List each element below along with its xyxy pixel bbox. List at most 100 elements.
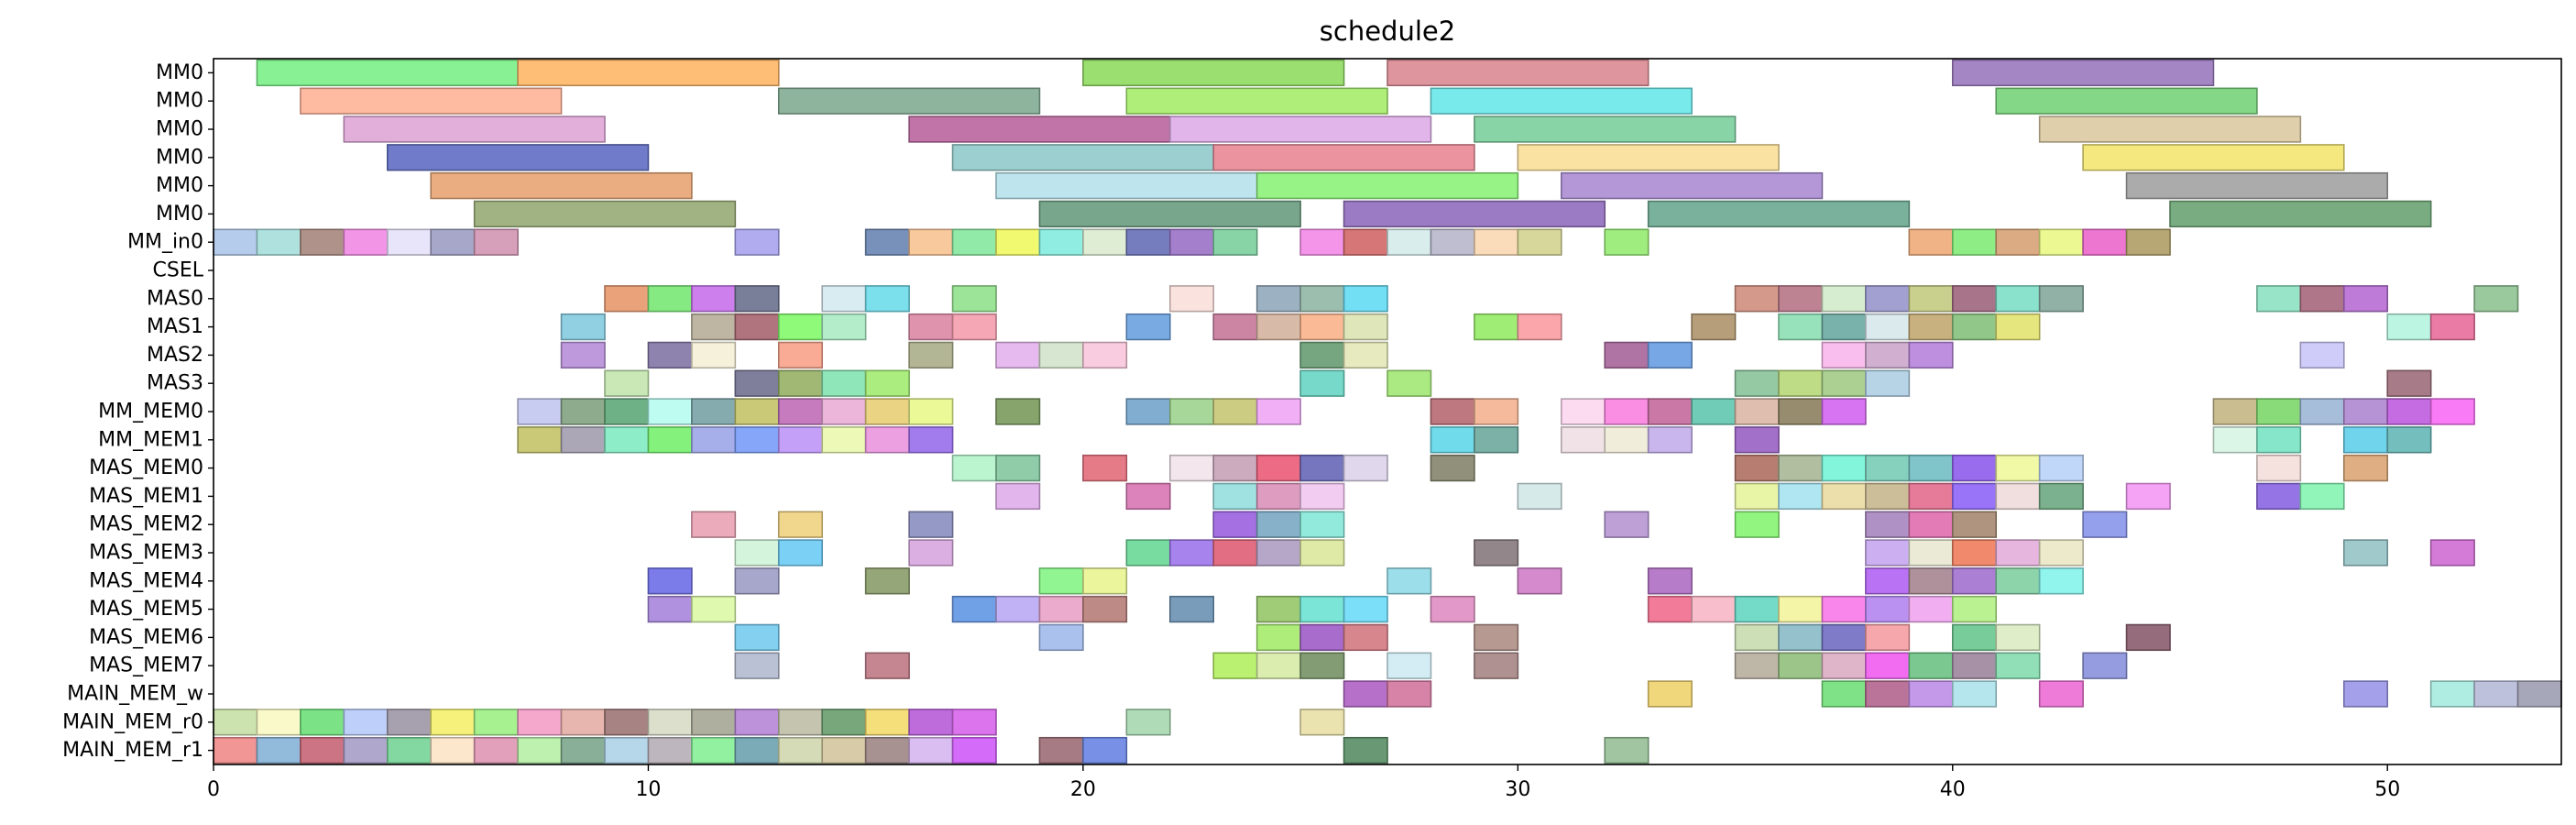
task-bar [2125,171,2389,200]
task-bar [691,313,737,341]
task-bar [1734,285,1780,313]
task-bar [560,426,606,454]
task-bar [2082,652,2128,679]
task-bar [430,709,476,736]
task-bar [821,398,867,425]
task-bar [734,228,780,256]
task-bar [2125,482,2171,511]
task-bar [2256,398,2302,425]
y-tick-label: MAS0 [147,287,203,310]
task-bar [1734,623,1780,652]
task-bar [1865,285,1911,313]
task-bar [951,285,997,313]
task-bar [2038,539,2084,566]
task-bar [1038,736,1084,764]
task-bar [908,511,954,538]
task-bar [1865,482,1911,511]
task-bar [734,709,780,736]
task-bar [2038,285,2084,313]
task-bar [1168,116,1432,143]
y-tick-label: MAIN_MEM_r0 [62,710,203,733]
task-bar [691,285,737,313]
y-tick-label: MM0 [156,118,203,141]
task-bar [1387,680,1432,708]
task-bar [1951,228,1998,256]
task-bar [1734,595,1780,623]
task-bar [256,736,301,764]
task-bar [1517,567,1562,595]
y-tick-label: MM_MEM0 [98,401,203,424]
task-bar [2082,228,2128,256]
chart-title: schedule2 [1320,16,1455,47]
task-bar [734,736,780,764]
y-tick-label: MAS_MEM0 [89,456,203,479]
task-bar [995,398,1041,425]
task-bar [821,285,867,313]
task-bar [1821,285,1867,313]
task-bar [1647,200,1911,228]
task-bar [647,426,693,454]
task-bar [734,398,780,425]
task-bar [386,228,433,256]
task-bar [1647,595,1693,623]
task-bar [1125,709,1171,736]
task-bar [1517,482,1562,511]
task-bar [1951,567,1998,595]
task-bar [1299,652,1345,679]
task-bar [1778,454,1824,482]
task-bar [734,426,780,454]
task-bar [777,369,824,397]
task-bar [2429,313,2475,341]
y-axis: MM0 MM0 MM0 MM0 MM0 MM0 MM_in0 CSEL MAS0 MAS1 MAS2… [62,61,214,762]
task-bar [517,426,563,454]
task-bar [908,709,954,736]
task-bar [1168,228,1215,256]
task-bar [995,595,1041,623]
task-bar [1908,652,1954,679]
task-bar [1430,426,1475,454]
task-bar [1865,369,1911,397]
y-tick-label: MAS_MEM1 [89,485,203,508]
task-bar [343,228,389,256]
task-bar [1995,285,2041,313]
task-bar [1647,341,1693,369]
task-bar [908,116,1171,143]
task-bar [2429,680,2475,708]
task-bar [1474,228,1519,256]
task-bar [1865,652,1911,679]
task-bar [1908,595,1954,623]
y-tick-label: MM0 [156,203,203,226]
task-bar [864,285,910,313]
task-bar [1038,228,1084,256]
task-bar [1517,228,1562,256]
task-bar [1604,511,1650,538]
task-bar [1951,595,1998,623]
task-bar [1255,652,1301,679]
task-bar [647,709,693,736]
task-bar [1387,59,1650,87]
task-bar [1908,567,1954,595]
task-bar [647,398,693,425]
task-bar [1299,285,1345,313]
task-bar [1387,652,1432,679]
task-bars [213,59,2562,764]
task-bar [821,709,867,736]
task-bar [1212,228,1258,256]
task-bar [1821,680,1867,708]
task-bar [2342,454,2389,482]
task-bar [473,228,519,256]
x-tick-label: 10 [635,778,661,801]
task-bar [1908,285,1954,313]
task-bar [2473,680,2519,708]
task-bar [691,511,737,538]
task-bar [864,652,910,679]
task-bar [1951,652,1998,679]
task-bar [821,369,867,397]
task-bar [1038,200,1301,228]
y-tick-label: MAS_MEM5 [89,598,203,621]
task-bar [777,398,824,425]
task-bar [995,171,1258,200]
task-bar [1299,511,1345,538]
y-tick-label: MAS_MEM6 [89,626,203,649]
task-bar [1604,736,1650,764]
